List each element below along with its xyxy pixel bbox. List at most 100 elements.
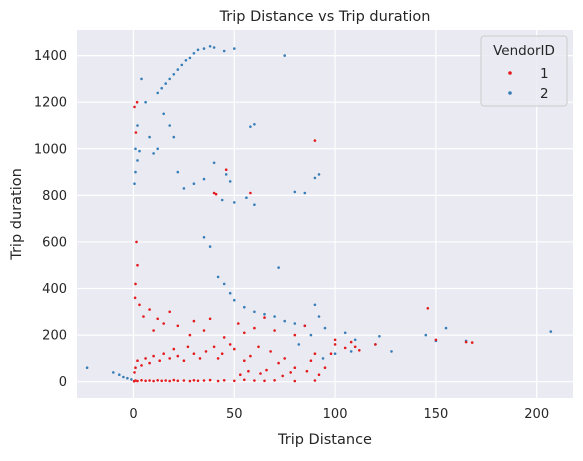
data-point-vendor-1 bbox=[202, 329, 206, 332]
data-point-vendor-2 bbox=[184, 59, 188, 62]
data-point-vendor-2 bbox=[321, 357, 325, 360]
data-point-vendor-1 bbox=[188, 333, 192, 337]
data-point-vendor-2 bbox=[222, 282, 226, 286]
data-point-vendor-2 bbox=[156, 147, 159, 151]
data-point-vendor-2 bbox=[180, 63, 184, 67]
data-point-vendor-2 bbox=[378, 335, 381, 338]
data-point-vendor-2 bbox=[220, 198, 224, 202]
y-tick-label: 1200 bbox=[34, 96, 67, 111]
data-point-vendor-1 bbox=[176, 354, 180, 358]
data-point-vendor-1 bbox=[198, 357, 202, 360]
data-point-vendor-1 bbox=[152, 329, 155, 332]
data-point-vendor-1 bbox=[132, 379, 136, 383]
data-point-vendor-1 bbox=[192, 319, 196, 323]
data-point-vendor-1 bbox=[196, 379, 200, 383]
data-point-vendor-1 bbox=[289, 371, 293, 374]
data-point-vendor-1 bbox=[148, 361, 151, 365]
data-point-vendor-1 bbox=[136, 359, 139, 363]
y-tick-label: 0 bbox=[59, 375, 67, 390]
y-tick-label: 1000 bbox=[34, 142, 67, 157]
data-point-vendor-1 bbox=[204, 350, 208, 353]
data-point-vendor-1 bbox=[162, 322, 165, 325]
data-point-vendor-1 bbox=[176, 324, 180, 328]
data-point-vendor-2 bbox=[333, 352, 337, 356]
data-point-vendor-1 bbox=[243, 359, 246, 363]
data-point-vendor-1 bbox=[273, 329, 276, 332]
data-point-vendor-1 bbox=[313, 139, 317, 142]
data-point-vendor-1 bbox=[216, 357, 220, 360]
data-point-vendor-1 bbox=[144, 357, 147, 360]
data-point-vendor-1 bbox=[208, 317, 212, 321]
legend-title: VendorID bbox=[493, 43, 555, 59]
data-point-vendor-1 bbox=[470, 341, 474, 344]
data-point-vendor-1 bbox=[269, 350, 272, 353]
chart-title: Trip Distance vs Trip duration bbox=[219, 9, 431, 25]
data-point-vendor-1 bbox=[293, 366, 297, 370]
data-point-vendor-1 bbox=[247, 369, 250, 373]
legend-label-vendor-2: 2 bbox=[540, 86, 549, 102]
data-point-vendor-1 bbox=[202, 379, 206, 382]
data-point-vendor-1 bbox=[152, 354, 155, 358]
data-point-vendor-2 bbox=[202, 47, 206, 50]
data-point-vendor-1 bbox=[176, 379, 180, 383]
data-point-vendor-1 bbox=[253, 326, 256, 330]
data-point-vendor-1 bbox=[313, 352, 317, 356]
data-point-vendor-2 bbox=[176, 68, 180, 71]
data-point-vendor-2 bbox=[152, 152, 155, 155]
data-point-vendor-2 bbox=[208, 245, 212, 248]
data-point-vendor-1 bbox=[329, 352, 333, 356]
y-tick-label: 200 bbox=[42, 329, 67, 344]
data-point-vendor-2 bbox=[168, 77, 171, 81]
data-point-vendor-1 bbox=[233, 347, 236, 351]
data-point-vendor-2 bbox=[172, 135, 176, 139]
data-point-vendor-2 bbox=[216, 275, 220, 279]
data-point-vendor-2 bbox=[253, 123, 256, 126]
data-point-vendor-2 bbox=[138, 149, 141, 153]
legend: VendorID 1 2 bbox=[480, 35, 568, 107]
data-point-vendor-2 bbox=[424, 333, 428, 337]
x-tick-label: 50 bbox=[226, 407, 243, 422]
data-point-vendor-1 bbox=[144, 379, 147, 383]
data-point-vendor-1 bbox=[192, 352, 196, 356]
x-axis-label: Trip Distance bbox=[277, 432, 372, 448]
data-point-vendor-1 bbox=[220, 352, 224, 356]
data-point-vendor-2 bbox=[212, 161, 216, 165]
data-point-vendor-2 bbox=[202, 177, 206, 181]
data-point-vendor-1 bbox=[253, 379, 256, 382]
data-point-vendor-1 bbox=[257, 345, 260, 349]
data-point-vendor-2 bbox=[343, 331, 347, 335]
data-point-vendor-1 bbox=[464, 340, 468, 344]
data-point-vendor-1 bbox=[228, 343, 232, 346]
data-point-vendor-1 bbox=[243, 378, 246, 382]
data-point-vendor-1 bbox=[158, 359, 161, 363]
data-point-vendor-2 bbox=[297, 343, 301, 346]
data-point-vendor-1 bbox=[374, 343, 377, 346]
data-point-vendor-1 bbox=[192, 379, 196, 382]
data-point-vendor-1 bbox=[249, 191, 252, 195]
data-point-vendor-1 bbox=[160, 379, 163, 383]
data-point-vendor-2 bbox=[293, 322, 297, 325]
data-point-vendor-2 bbox=[148, 135, 151, 139]
grid-lines bbox=[77, 30, 573, 398]
data-point-vendor-1 bbox=[156, 317, 159, 321]
legend-box bbox=[480, 35, 568, 107]
data-point-vendor-1 bbox=[243, 331, 246, 335]
data-point-vendor-2 bbox=[112, 371, 115, 374]
y-tick-label: 800 bbox=[42, 189, 67, 204]
data-point-vendor-1 bbox=[188, 379, 192, 383]
data-point-vendor-2 bbox=[353, 338, 357, 342]
data-point-vendor-1 bbox=[323, 366, 327, 370]
data-point-vendor-2 bbox=[136, 124, 139, 127]
data-point-vendor-1 bbox=[212, 345, 216, 349]
data-point-vendor-2 bbox=[140, 77, 143, 81]
data-point-vendor-1 bbox=[208, 378, 212, 382]
y-tick-label: 1400 bbox=[34, 49, 67, 64]
legend-marker-vendor-2 bbox=[508, 91, 512, 95]
data-point-vendor-1 bbox=[133, 296, 137, 300]
data-point-vendor-2 bbox=[233, 298, 236, 302]
data-point-vendor-1 bbox=[259, 372, 262, 375]
data-point-vendor-1 bbox=[134, 131, 138, 134]
data-point-vendor-1 bbox=[156, 379, 159, 382]
data-point-vendor-2 bbox=[224, 173, 228, 176]
data-point-vendor-1 bbox=[222, 379, 226, 382]
